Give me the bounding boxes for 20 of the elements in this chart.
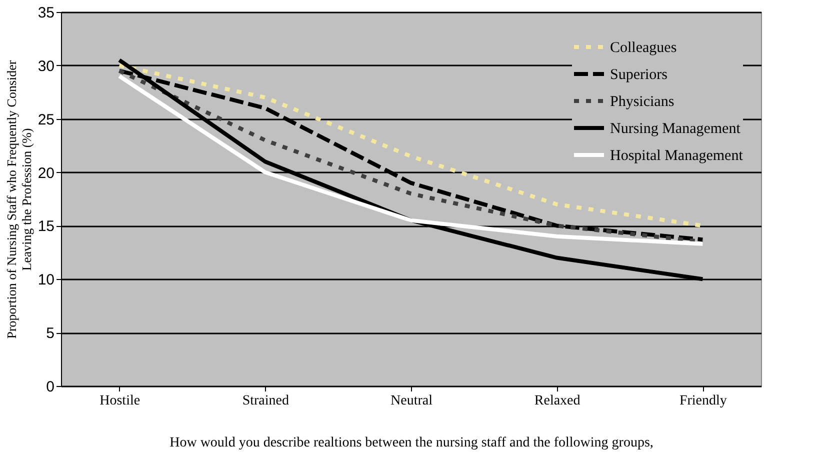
y-tick-label: 35 bbox=[38, 4, 54, 22]
x-tick-label: Relaxed bbox=[534, 394, 580, 408]
x-tick-label: Neutral bbox=[390, 394, 433, 408]
y-tick-label: 15 bbox=[38, 218, 54, 236]
legend-label: Hospital Management bbox=[610, 148, 744, 164]
y-tick-label: 20 bbox=[38, 164, 54, 182]
y-tick-label: 30 bbox=[38, 58, 54, 75]
legend-label: Colleagues bbox=[610, 40, 677, 56]
legend-label: Superiors bbox=[610, 67, 668, 83]
y-tick-label: 0 bbox=[46, 378, 54, 396]
x-tick-label: Strained bbox=[242, 394, 289, 408]
legend-label: Physicians bbox=[610, 94, 674, 110]
y-tick-label: 25 bbox=[38, 111, 54, 128]
y-axis-title: Proportion of Nursing Staff who Frequently Consider Leaving the Profession (%) bbox=[4, 60, 34, 339]
y-tick-label: 10 bbox=[38, 272, 54, 289]
legend-label: Nursing Management bbox=[610, 121, 742, 137]
x-axis-title: How would you describe realtions between the nursing staff and the following groups, bbox=[170, 436, 654, 450]
x-tick-label: Friendly bbox=[679, 394, 727, 408]
y-tick-label: 5 bbox=[46, 325, 54, 342]
x-tick-label: Hostile bbox=[100, 394, 140, 408]
